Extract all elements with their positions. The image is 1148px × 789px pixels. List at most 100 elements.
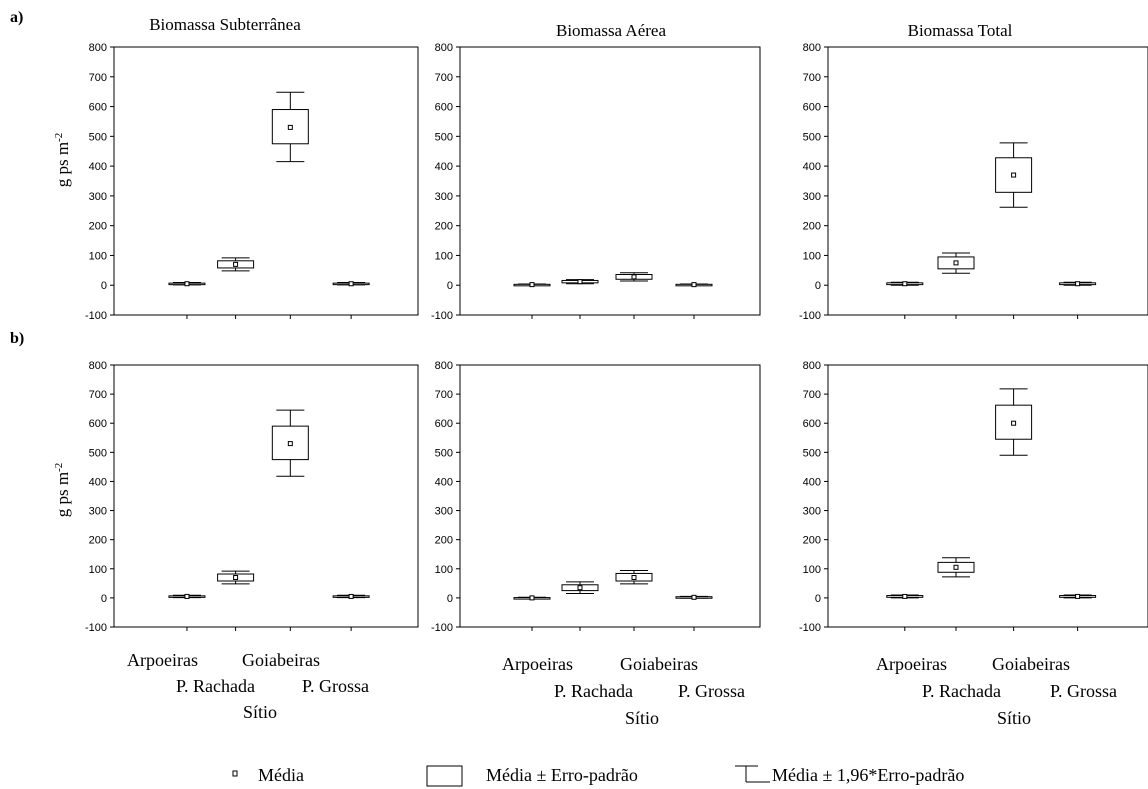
y-tick-label: 400 — [803, 161, 821, 173]
mean-marker — [953, 564, 959, 570]
y-tick-label: 0 — [101, 593, 107, 605]
y-tick-label: 500 — [89, 447, 107, 459]
y-tick-label: 200 — [803, 221, 821, 233]
y-tick-label: 400 — [803, 476, 821, 488]
y-tick-label: 700 — [435, 72, 453, 84]
panel-title: Biomassa Aérea — [556, 21, 666, 40]
y-tick-label: 600 — [89, 102, 107, 114]
y-tick-label: -100 — [85, 310, 107, 322]
y-tick-label: 700 — [89, 389, 107, 401]
x-tick-label: Arpoeiras — [876, 654, 947, 674]
y-tick-label: 300 — [89, 191, 107, 203]
y-tick-label: 100 — [89, 250, 107, 262]
x-tick-label: P. Rachada — [176, 676, 255, 696]
y-tick-label: 0 — [815, 280, 821, 292]
y-tick-label: 500 — [435, 447, 453, 459]
y-tick-label: 200 — [435, 221, 453, 233]
mean-marker — [577, 279, 583, 285]
y-tick-label: 700 — [89, 72, 107, 84]
mean-marker — [902, 281, 908, 287]
y-tick-label: 500 — [435, 131, 453, 143]
plot-frame — [459, 46, 761, 316]
x-axis-title: Sítio — [625, 708, 659, 728]
mean-marker — [577, 585, 583, 591]
y-tick-label: -100 — [799, 310, 821, 322]
y-tick-label: 800 — [89, 42, 107, 54]
legend-whisker-label: Média ± 1,96*Erro-padrão — [772, 765, 964, 785]
mean-marker — [348, 281, 354, 287]
x-labels-col-2: Arpoeiras Goiabeiras P. Rachada P. Gross… — [502, 654, 745, 728]
mean-marker — [184, 593, 190, 599]
x-tick-label: Goiabeiras — [992, 654, 1070, 674]
y-tick-label: -100 — [431, 622, 453, 634]
y-tick-label: 0 — [447, 593, 453, 605]
y-tick-label: 200 — [89, 535, 107, 547]
y-tick-label: 200 — [803, 535, 821, 547]
y-tick-label: 800 — [803, 42, 821, 54]
y-tick-label: 300 — [89, 506, 107, 518]
x-tick-label: P. Grossa — [302, 676, 369, 696]
mean-marker — [529, 282, 535, 288]
y-tick-label: 100 — [435, 250, 453, 262]
y-tick-label: 700 — [803, 389, 821, 401]
y-tick-label: 700 — [435, 389, 453, 401]
legend-mean-symbol — [232, 770, 238, 777]
y-tick-label: 800 — [803, 360, 821, 372]
y-tick-label: 800 — [435, 360, 453, 372]
mean-marker — [691, 594, 697, 600]
plot-frame — [827, 364, 1148, 628]
mean-marker — [184, 281, 190, 287]
y-tick-label: 300 — [435, 506, 453, 518]
mean-marker — [529, 595, 535, 601]
plot-frame — [113, 46, 419, 316]
legend-box-label: Média ± Erro-padrão — [486, 765, 638, 785]
y-tick-label: 300 — [803, 506, 821, 518]
x-tick-label: Goiabeiras — [242, 650, 320, 670]
mean-marker — [1011, 172, 1017, 178]
y-tick-label: -100 — [431, 310, 453, 322]
legend-box-symbol — [426, 765, 463, 787]
y-axis-label-b: g ps m-2 — [53, 463, 72, 518]
mean-marker — [631, 274, 637, 280]
panel: -100 0 100 200 300 400 500 600 700 800 — [799, 360, 1148, 634]
y-tick-label: 600 — [435, 102, 453, 114]
y-tick-label: 600 — [803, 102, 821, 114]
panel-title: Biomassa Subterrânea — [149, 15, 301, 34]
legend-mean-label: Média — [258, 765, 304, 785]
x-axis-title: Sítio — [243, 702, 277, 722]
y-tick-label: 300 — [803, 191, 821, 203]
x-tick-label: Arpoeiras — [127, 650, 198, 670]
x-tick-label: P. Grossa — [678, 681, 745, 701]
y-tick-label: 400 — [89, 161, 107, 173]
mean-marker — [691, 282, 697, 288]
y-tick-label: 600 — [89, 418, 107, 430]
x-tick-label: P. Grossa — [1050, 681, 1117, 701]
y-tick-label: 0 — [815, 593, 821, 605]
plot-frame — [459, 364, 761, 628]
panel-title: Biomassa Total — [908, 21, 1013, 40]
mean-marker — [233, 261, 239, 267]
y-tick-label: 600 — [803, 418, 821, 430]
mean-marker — [1075, 593, 1081, 599]
y-tick-label: 100 — [435, 564, 453, 576]
x-tick-label: Goiabeiras — [620, 654, 698, 674]
mean-marker — [287, 124, 293, 130]
mean-marker — [233, 575, 239, 581]
y-tick-label: 200 — [435, 535, 453, 547]
y-tick-label: 0 — [101, 280, 107, 292]
y-tick-label: 0 — [447, 280, 453, 292]
x-axis-title: Sítio — [997, 708, 1031, 728]
plot-frame — [113, 364, 419, 628]
y-tick-label: 200 — [89, 221, 107, 233]
panel: Biomassa Aérea -100 0 100 200 300 400 500 600 700… — [431, 21, 761, 322]
row-label-b: b) — [10, 330, 24, 347]
mean-marker — [953, 260, 959, 266]
y-tick-label: 400 — [435, 476, 453, 488]
x-tick-label: P. Rachada — [554, 681, 633, 701]
panel: Biomassa Total -100 0 100 200 300 400 500 600 700… — [799, 21, 1148, 322]
x-tick-label: P. Rachada — [922, 681, 1001, 701]
panels: Biomassa Subterrânea -100 0 100 200 300 400 500… — [85, 15, 1148, 634]
legend: Média Média ± Erro-padrão Média ± 1,96*E… — [232, 765, 964, 787]
plot-frame — [827, 46, 1148, 316]
y-tick-label: 400 — [89, 476, 107, 488]
